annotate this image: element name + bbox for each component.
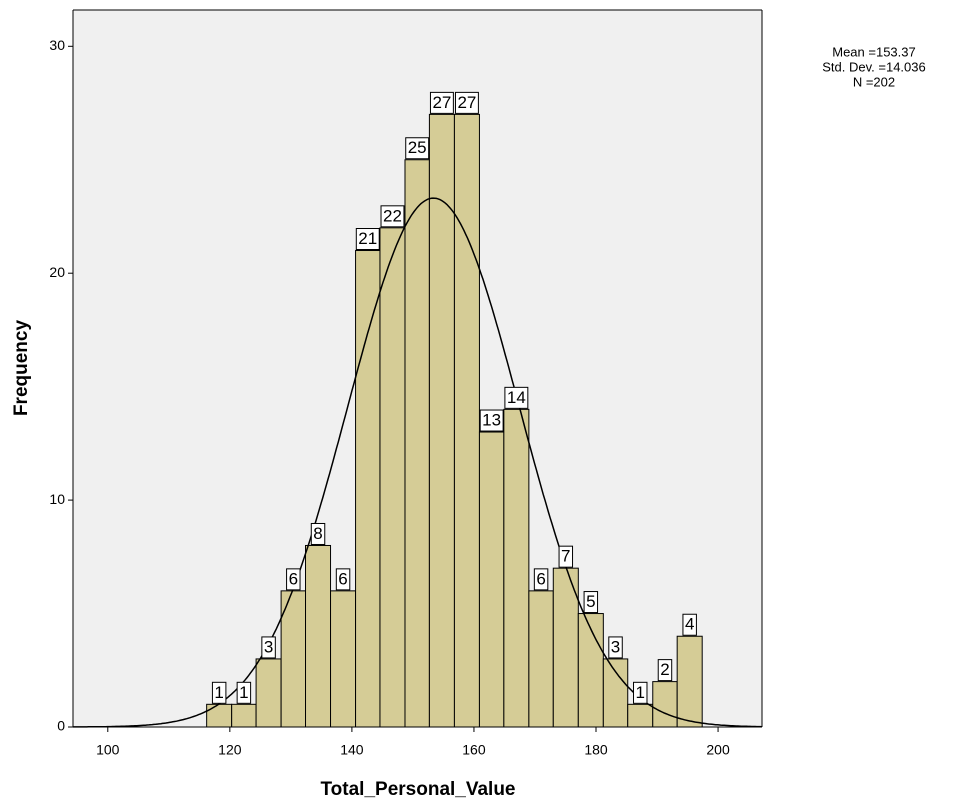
bar (379, 227, 406, 728)
value-label-box (286, 568, 301, 591)
value-label: 5 (586, 592, 595, 611)
bar (330, 590, 357, 728)
bar (577, 613, 604, 728)
bar (602, 658, 629, 728)
value-label: 1 (239, 683, 248, 702)
value-label: 6 (536, 569, 545, 588)
x-tick-label: 100 (96, 742, 120, 758)
value-label-box (380, 205, 405, 228)
value-label: 27 (432, 93, 451, 112)
x-tick-label: 140 (340, 742, 364, 758)
stats-label: Std. Dev. =14.036 (822, 59, 925, 74)
y-tick-label: 0 (57, 718, 65, 734)
bar (404, 159, 430, 728)
value-label-box (533, 568, 549, 591)
value-label: 1 (636, 683, 645, 702)
value-label-box (429, 91, 454, 114)
x-axis-label: Total_Personal_Value (320, 779, 515, 800)
value-label-box (261, 636, 276, 659)
value-label-box (236, 681, 252, 704)
bar (355, 250, 381, 728)
value-label: 7 (561, 547, 570, 566)
value-label: 2 (660, 660, 669, 679)
bar (652, 681, 678, 728)
value-label: 3 (611, 637, 620, 656)
value-label: 21 (358, 229, 377, 248)
value-label: 22 (383, 206, 402, 225)
bar (676, 635, 703, 728)
bar (453, 113, 480, 728)
value-label-box (405, 137, 430, 160)
value-label-box (682, 613, 697, 636)
y-tick-label: 30 (49, 37, 65, 53)
value-label: 1 (214, 683, 223, 702)
value-label-box (558, 545, 574, 568)
value-label: 6 (289, 569, 298, 588)
bar (528, 590, 554, 728)
bar (627, 703, 654, 728)
value-label-box (454, 91, 479, 114)
bar (503, 408, 530, 728)
value-label-box (310, 522, 326, 545)
value-label: 27 (457, 93, 476, 112)
y-tick-label: 20 (49, 264, 65, 280)
x-tick-label: 180 (584, 742, 608, 758)
value-label-box (583, 591, 599, 614)
stats-label: Mean =153.37 (832, 44, 915, 59)
value-label: 25 (408, 138, 427, 157)
bar (428, 113, 455, 728)
y-axis-label: Frequency (11, 320, 32, 417)
value-label: 14 (507, 388, 526, 407)
value-label-box (355, 228, 380, 251)
bar (478, 431, 505, 728)
stats-label: N =202 (853, 74, 895, 89)
value-label-box (211, 681, 227, 704)
y-tick-label: 10 (49, 491, 65, 507)
bar (231, 703, 257, 728)
x-tick-label: 160 (462, 742, 486, 758)
value-label-box (335, 568, 351, 591)
x-tick-label: 200 (706, 742, 730, 758)
value-label-box (633, 681, 648, 704)
value-label-box (479, 409, 504, 432)
value-label: 6 (338, 569, 347, 588)
x-tick-label: 120 (218, 742, 242, 758)
bar (206, 703, 233, 728)
value-label: 8 (313, 524, 322, 543)
bar (255, 658, 282, 728)
value-label-box (657, 659, 673, 682)
value-label: 4 (685, 615, 694, 634)
bar (305, 544, 332, 728)
value-label-box (608, 636, 623, 659)
value-label: 3 (264, 637, 273, 656)
value-label: 13 (482, 411, 501, 430)
value-label-box (504, 386, 529, 409)
